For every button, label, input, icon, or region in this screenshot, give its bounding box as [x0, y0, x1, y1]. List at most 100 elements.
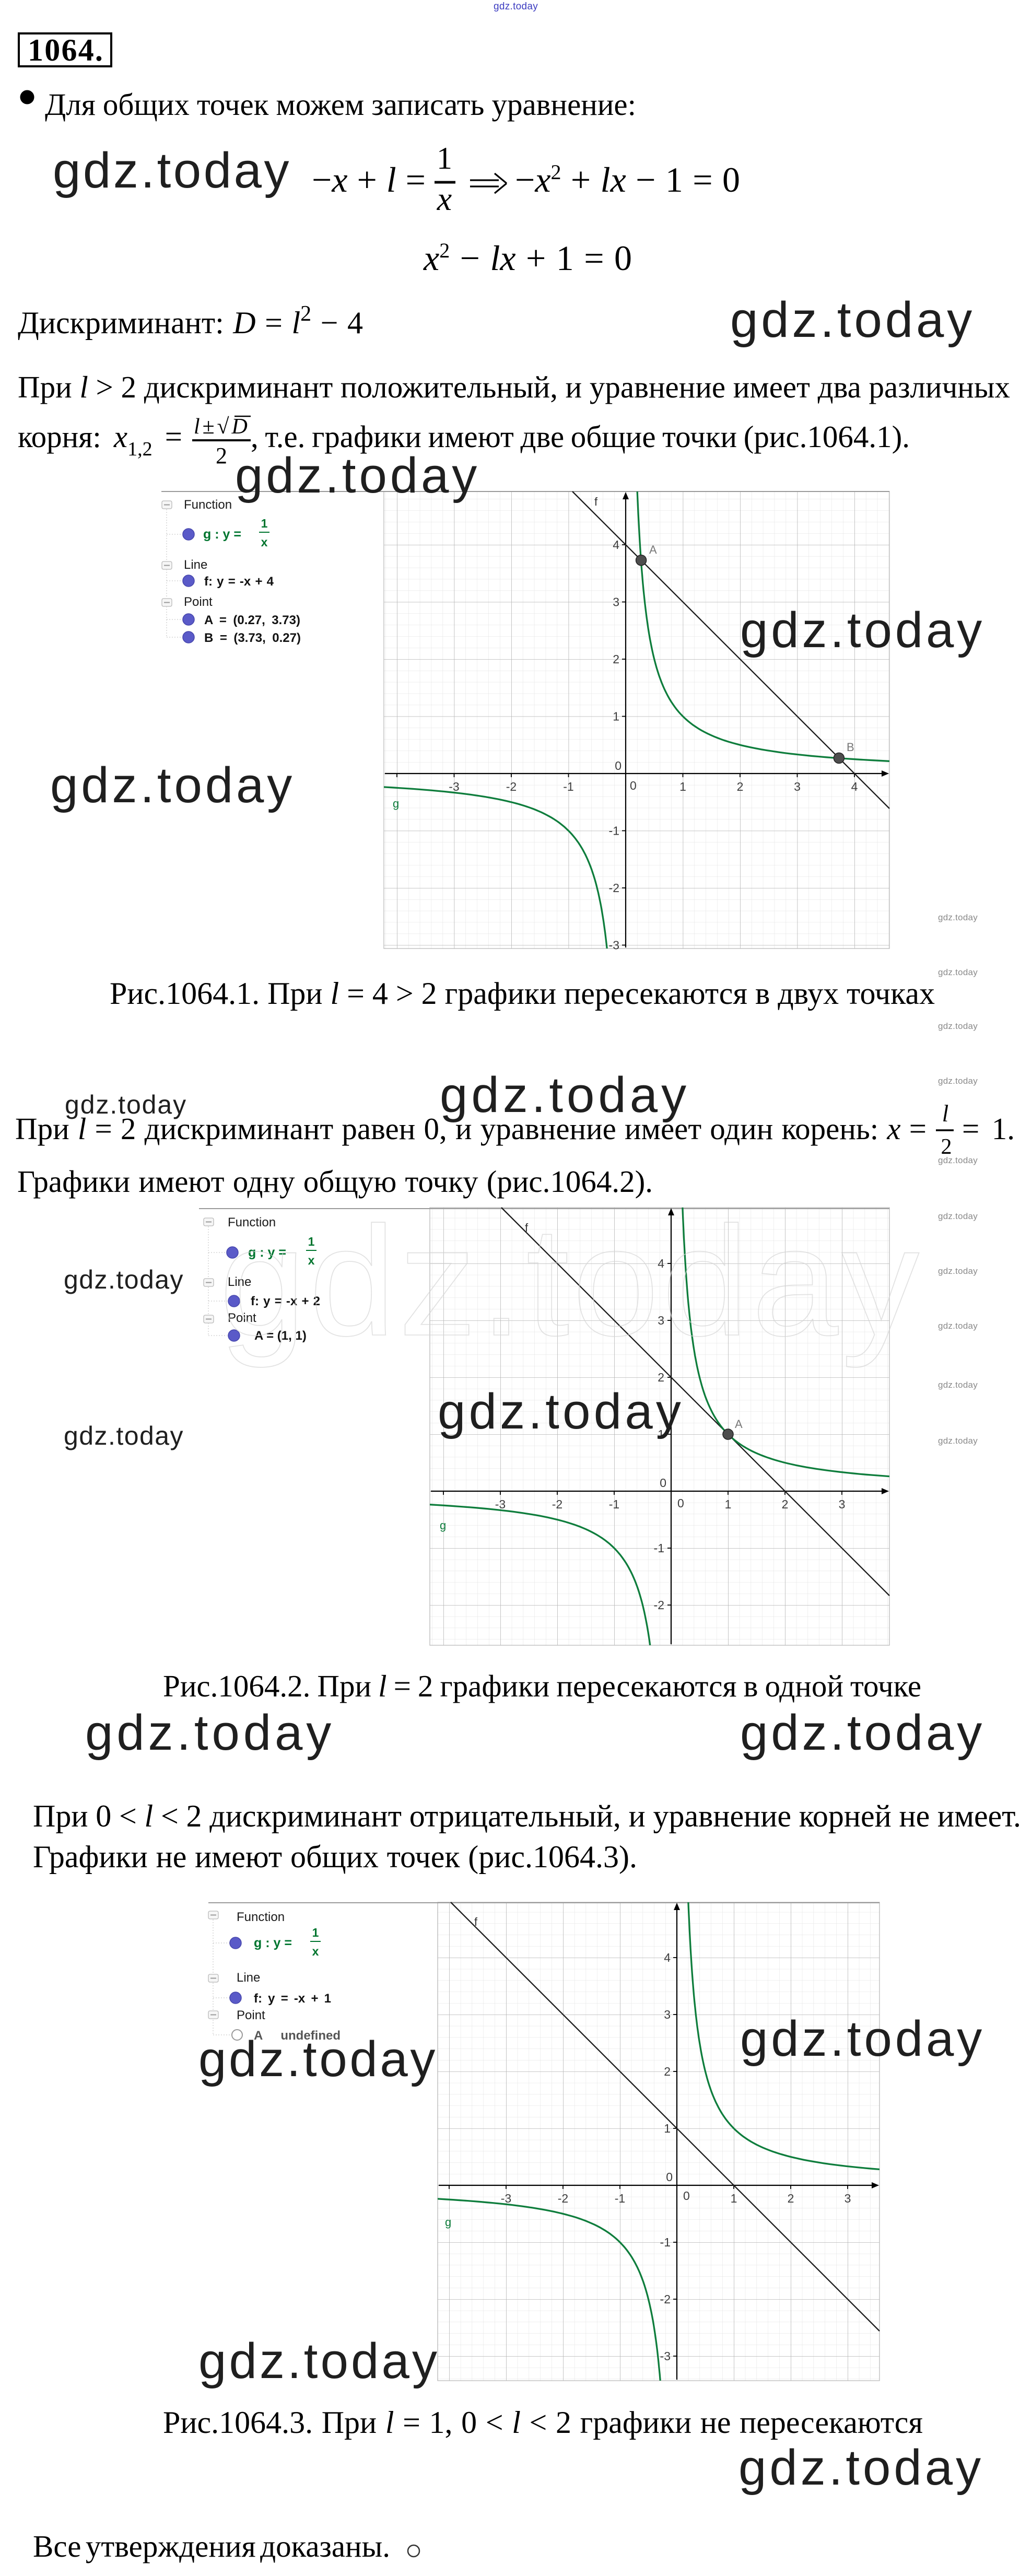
svg-text:-2: -2	[558, 2192, 568, 2205]
svg-text:-2: -2	[654, 1598, 664, 1612]
svg-text:gdz.today: gdz.today	[938, 967, 978, 977]
svg-text:g : y =: g : y =	[248, 1245, 286, 1260]
svg-text:-2: -2	[660, 2292, 671, 2306]
svg-text:2: 2	[941, 1135, 952, 1159]
svg-text:Line: Line	[184, 558, 207, 572]
svg-text:-1: -1	[615, 2192, 625, 2205]
svg-text:2: 2	[658, 1371, 664, 1384]
svg-text:gdz.today: gdz.today	[938, 912, 978, 922]
svg-text:При 0 < l < 2 дискриминант отр: При 0 < l < 2 дискриминант отрицательный…	[33, 1799, 1021, 1833]
svg-text:3: 3	[839, 1497, 846, 1511]
svg-text:x2 − lx + 1 = 0: x2 − lx + 1 = 0	[423, 238, 632, 278]
svg-text:Для общих точек можем записать: Для общих точек можем записать уравнение…	[45, 87, 636, 122]
svg-text:gdz.today: gdz.today	[198, 2031, 438, 2087]
svg-text:3: 3	[664, 2008, 671, 2021]
svg-text:Function: Function	[237, 1910, 285, 1924]
svg-text:0: 0	[683, 2189, 690, 2203]
svg-text:Дискриминант: D = l2 − 4: Дискриминант: D = l2 − 4	[18, 302, 363, 340]
svg-text:A: A	[649, 543, 657, 556]
svg-text:Рис.1064.1. При l = 4 > 2 граф: Рис.1064.1. При l = 4 > 2 графики пересе…	[110, 976, 935, 1011]
svg-text:0: 0	[677, 1496, 684, 1510]
svg-text:Point: Point	[184, 595, 213, 609]
svg-text:Все утверждения доказаны.: Все утверждения доказаны.	[33, 2529, 390, 2563]
svg-text:A = (1, 1): A = (1, 1)	[254, 1329, 307, 1343]
svg-text:g: g	[393, 797, 399, 810]
svg-text:1: 1	[658, 1427, 664, 1441]
svg-text:-2: -2	[552, 1497, 562, 1511]
svg-text:x: x	[261, 535, 268, 549]
svg-text:f: f	[474, 1915, 478, 1928]
svg-text:gdz.today: gdz.today	[740, 602, 985, 658]
svg-text:1: 1	[679, 780, 686, 793]
svg-text:g: g	[445, 2216, 451, 2229]
svg-text:A = (0.27, 3.73): A = (0.27, 3.73)	[204, 613, 300, 627]
svg-text:gdz.today: gdz.today	[53, 143, 291, 198]
svg-text:−x2 + lx − 1 = 0: −x2 + lx − 1 = 0	[515, 160, 740, 200]
svg-text:gdz.today: gdz.today	[738, 2440, 984, 2496]
svg-text:f: y = -x + 1: f: y = -x + 1	[254, 1992, 331, 2006]
svg-text:3: 3	[794, 780, 801, 793]
svg-text:-3: -3	[609, 939, 619, 952]
svg-text:1: 1	[725, 1497, 732, 1511]
svg-text:0: 0	[630, 779, 637, 792]
svg-text:-3: -3	[449, 780, 459, 793]
svg-text:B = (3.73, 0.27): B = (3.73, 0.27)	[204, 631, 301, 645]
svg-text:-3: -3	[660, 2349, 671, 2363]
svg-text:gdz.today: gdz.today	[730, 292, 975, 348]
svg-text:A: A	[735, 1418, 743, 1431]
svg-text:1: 1	[613, 710, 619, 723]
svg-text:1: 1	[731, 2192, 737, 2205]
svg-text:-2: -2	[609, 881, 619, 895]
svg-text:-1: -1	[609, 1497, 619, 1511]
svg-text:gdz.today: gdz.today	[938, 1266, 978, 1276]
svg-text:1: 1	[664, 2122, 671, 2135]
svg-text:2: 2	[737, 780, 744, 793]
svg-text:g : y =: g : y =	[203, 527, 241, 542]
svg-text:2: 2	[216, 443, 227, 469]
svg-text:f: f	[594, 495, 598, 508]
svg-text:f: y = -x + 4: f: y = -x + 4	[204, 575, 274, 589]
svg-text:x: x	[308, 1254, 315, 1267]
svg-text:g: g	[440, 1519, 446, 1532]
svg-text:2: 2	[613, 652, 619, 666]
svg-text:Графики не имеют общих точек (: Графики не имеют общих точек (рис.1064.3…	[33, 1840, 637, 1874]
svg-text:-3: -3	[495, 1497, 506, 1511]
svg-text:, т.е. графики имеют две общие: , т.е. графики имеют две общие точки (ри…	[251, 419, 910, 454]
svg-text:l±√D: l±√D	[194, 415, 250, 439]
svg-text:-1: -1	[654, 1541, 664, 1555]
svg-text:gdz.today: gdz.today	[440, 1067, 690, 1123]
svg-text:g : y =: g : y =	[254, 1936, 292, 1950]
svg-text:gdz.today: gdz.today	[938, 1380, 978, 1390]
svg-text:0: 0	[660, 1476, 666, 1490]
svg-text:f: y = -x + 2: f: y = -x + 2	[251, 1294, 320, 1308]
svg-text:Point: Point	[237, 2008, 265, 2022]
svg-text:gdz.today: gdz.today	[50, 757, 295, 813]
svg-text:Point: Point	[228, 1311, 256, 1325]
svg-text:Line: Line	[237, 1971, 260, 1985]
svg-text:Function: Function	[228, 1215, 276, 1230]
svg-text:2: 2	[782, 1497, 789, 1511]
svg-text:gdz.today: gdz.today	[740, 1705, 985, 1761]
svg-text:gdz.today: gdz.today	[938, 1211, 978, 1221]
svg-text:gdz.today: gdz.today	[64, 1265, 184, 1294]
svg-text:= 1.: = 1.	[962, 1111, 1015, 1146]
svg-text:1: 1	[312, 1926, 319, 1939]
svg-text:gdz.today: gdz.today	[64, 1421, 184, 1450]
svg-text:корня: x1,2 =: корня: x1,2 =	[18, 419, 182, 460]
svg-text:gdz.today: gdz.today	[85, 1705, 335, 1761]
svg-text:При l = 2 дискриминант равен 0: При l = 2 дискриминант равен 0, и уравне…	[15, 1111, 927, 1146]
svg-text:x: x	[312, 1945, 319, 1958]
svg-text:x: x	[437, 180, 452, 217]
svg-text:1064.: 1064.	[28, 33, 104, 67]
svg-text:1: 1	[261, 517, 268, 530]
svg-text:4: 4	[613, 538, 619, 552]
svg-text:2: 2	[664, 2065, 671, 2078]
svg-text:3: 3	[613, 595, 619, 609]
svg-text:Function: Function	[184, 498, 232, 512]
svg-text:-3: -3	[501, 2192, 511, 2205]
svg-text:3: 3	[845, 2192, 851, 2205]
svg-text:2: 2	[788, 2192, 794, 2205]
svg-text:При l > 2 дискриминант положит: При l > 2 дискриминант положительный, и …	[18, 370, 1010, 404]
svg-text:f: f	[525, 1221, 529, 1234]
svg-text:-1: -1	[660, 2235, 671, 2249]
